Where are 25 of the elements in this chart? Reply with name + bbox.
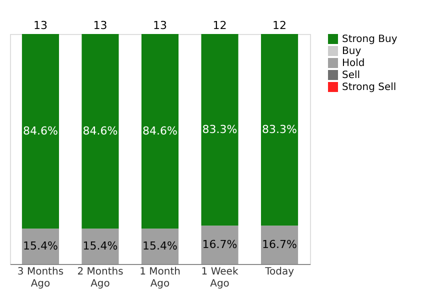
data-label: 84.6%	[142, 124, 178, 138]
data-label: 15.4%	[23, 239, 58, 252]
data-label: 84.6%	[82, 124, 118, 138]
legend-label: Strong Sell	[342, 82, 396, 93]
data-label: 16.7%	[262, 238, 297, 251]
data-label: 84.6%	[23, 124, 58, 138]
data-label: 16.7%	[202, 238, 238, 251]
data-label: 15.4%	[82, 239, 118, 252]
annotation: 13	[33, 19, 48, 32]
data-label: 83.3%	[202, 122, 238, 136]
legend-label: Buy	[342, 46, 362, 57]
annotation: 12	[212, 19, 227, 32]
annotation: 12	[272, 19, 287, 32]
x-tick-label: 2 Months Ago	[77, 266, 124, 290]
x-tick-label: 1 Week Ago	[201, 266, 238, 290]
annotation: 13	[153, 19, 167, 32]
legend-label: Strong Buy	[342, 34, 398, 45]
data-label: 15.4%	[142, 239, 178, 252]
x-tick-label: Today	[264, 266, 294, 278]
legend-label: Hold	[342, 58, 365, 69]
annotation: 13	[93, 19, 108, 32]
x-tick-label: 3 Months Ago	[17, 266, 64, 290]
data-label: 83.3%	[262, 122, 297, 136]
legend-label: Sell	[342, 70, 360, 81]
x-tick-label: 1 Month Ago	[140, 266, 180, 290]
